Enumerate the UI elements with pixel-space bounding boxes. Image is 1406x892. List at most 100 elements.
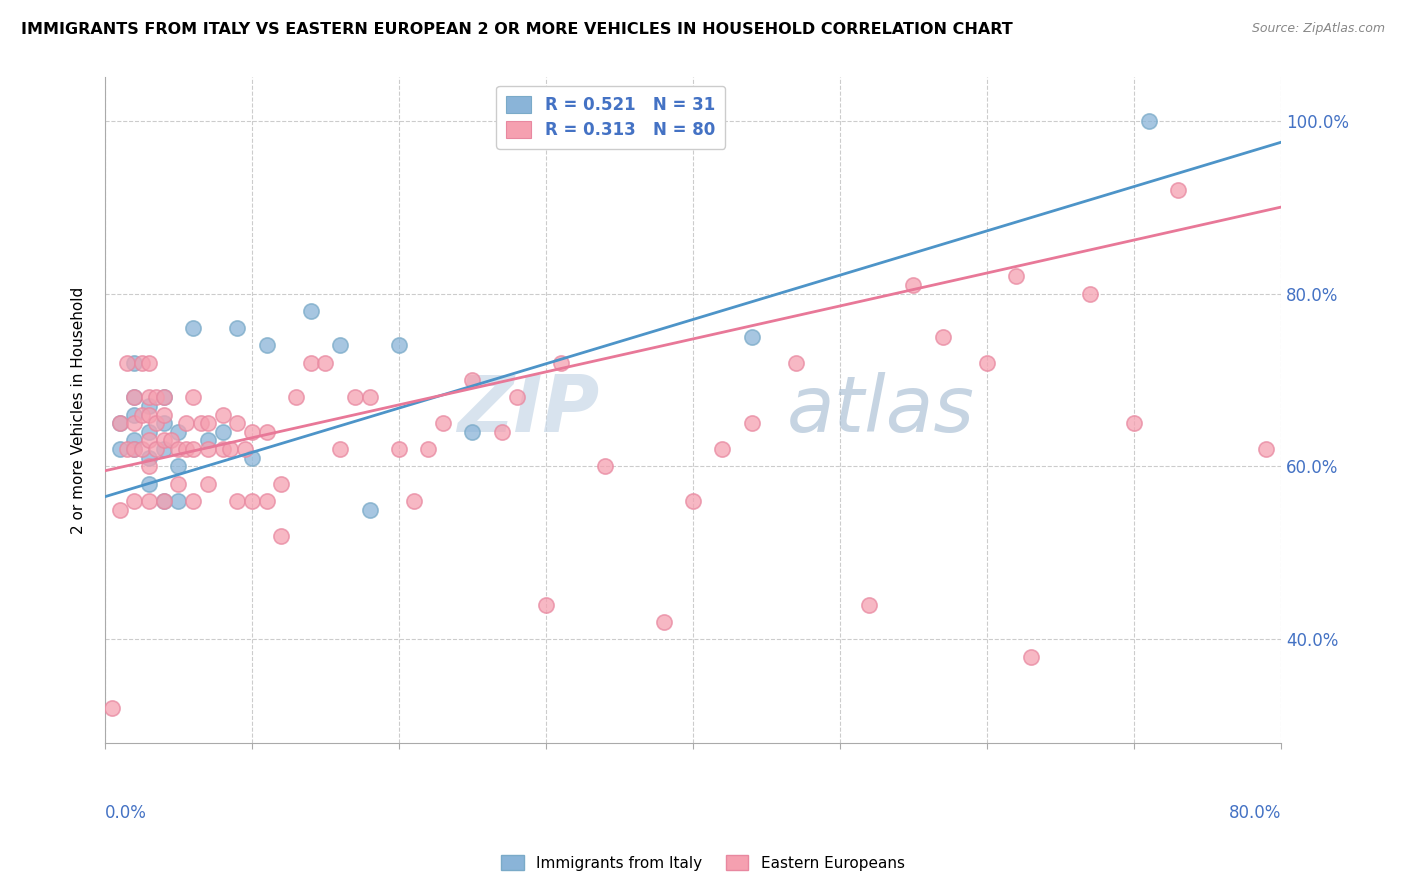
Point <box>124 442 146 457</box>
Point <box>359 502 381 516</box>
Point <box>138 494 160 508</box>
Point <box>124 494 146 508</box>
Point <box>108 416 131 430</box>
Point <box>124 408 146 422</box>
Point <box>167 494 190 508</box>
Text: atlas: atlas <box>787 372 974 449</box>
Point <box>461 425 484 439</box>
Point <box>285 390 308 404</box>
Point <box>240 494 263 508</box>
Point <box>299 356 322 370</box>
Point <box>167 442 190 457</box>
Point <box>152 416 174 430</box>
Point <box>124 416 146 430</box>
Point <box>197 434 219 448</box>
Point <box>226 416 249 430</box>
Point <box>152 390 174 404</box>
Point <box>181 390 204 404</box>
Point <box>138 408 160 422</box>
Point <box>138 399 160 413</box>
Text: 80.0%: 80.0% <box>1229 804 1281 822</box>
Point <box>145 442 167 457</box>
Point <box>174 416 197 430</box>
Point <box>932 330 955 344</box>
Point <box>1019 649 1042 664</box>
Point <box>388 442 411 457</box>
Point <box>1123 416 1146 430</box>
Point <box>593 459 616 474</box>
Point <box>181 442 204 457</box>
Point <box>211 442 233 457</box>
Point <box>858 598 880 612</box>
Point <box>1167 183 1189 197</box>
Point <box>152 494 174 508</box>
Point <box>505 390 527 404</box>
Point <box>138 390 160 404</box>
Point <box>329 338 352 352</box>
Point <box>359 390 381 404</box>
Point <box>138 356 160 370</box>
Point <box>108 416 131 430</box>
Point <box>115 442 138 457</box>
Point <box>461 373 484 387</box>
Text: IMMIGRANTS FROM ITALY VS EASTERN EUROPEAN 2 OR MORE VEHICLES IN HOUSEHOLD CORREL: IMMIGRANTS FROM ITALY VS EASTERN EUROPEA… <box>21 22 1012 37</box>
Point <box>270 528 292 542</box>
Point <box>652 615 675 629</box>
Point <box>197 442 219 457</box>
Point <box>197 416 219 430</box>
Point <box>256 494 278 508</box>
Point <box>160 434 183 448</box>
Point <box>124 442 146 457</box>
Point <box>174 442 197 457</box>
Point <box>138 425 160 439</box>
Point <box>138 434 160 448</box>
Point <box>976 356 998 370</box>
Point <box>152 434 174 448</box>
Text: ZIP: ZIP <box>457 372 599 449</box>
Point <box>124 434 146 448</box>
Point <box>152 442 174 457</box>
Point <box>152 390 174 404</box>
Point <box>711 442 734 457</box>
Point <box>1078 286 1101 301</box>
Text: 0.0%: 0.0% <box>105 804 146 822</box>
Point <box>138 476 160 491</box>
Point <box>233 442 256 457</box>
Point <box>534 598 557 612</box>
Legend: R = 0.521   N = 31, R = 0.313   N = 80: R = 0.521 N = 31, R = 0.313 N = 80 <box>496 86 725 149</box>
Point <box>131 356 153 370</box>
Point <box>402 494 425 508</box>
Point <box>101 701 124 715</box>
Point <box>211 425 233 439</box>
Point <box>145 390 167 404</box>
Point <box>138 459 160 474</box>
Point <box>138 450 160 465</box>
Text: Source: ZipAtlas.com: Source: ZipAtlas.com <box>1251 22 1385 36</box>
Point <box>682 494 704 508</box>
Point <box>550 356 572 370</box>
Point <box>190 416 212 430</box>
Point <box>124 390 146 404</box>
Point <box>314 356 336 370</box>
Point <box>903 277 925 292</box>
Point <box>329 442 352 457</box>
Point <box>115 356 138 370</box>
Point <box>124 356 146 370</box>
Point <box>491 425 513 439</box>
Point <box>1005 269 1028 284</box>
Point <box>1256 442 1278 457</box>
Point <box>432 416 454 430</box>
Point <box>124 390 146 404</box>
Point <box>211 408 233 422</box>
Point <box>299 303 322 318</box>
Point <box>256 425 278 439</box>
Point <box>167 476 190 491</box>
Point <box>145 416 167 430</box>
Point <box>226 321 249 335</box>
Point <box>388 338 411 352</box>
Point <box>1137 113 1160 128</box>
Point <box>418 442 440 457</box>
Point <box>167 425 190 439</box>
Point <box>240 450 263 465</box>
Point <box>131 408 153 422</box>
